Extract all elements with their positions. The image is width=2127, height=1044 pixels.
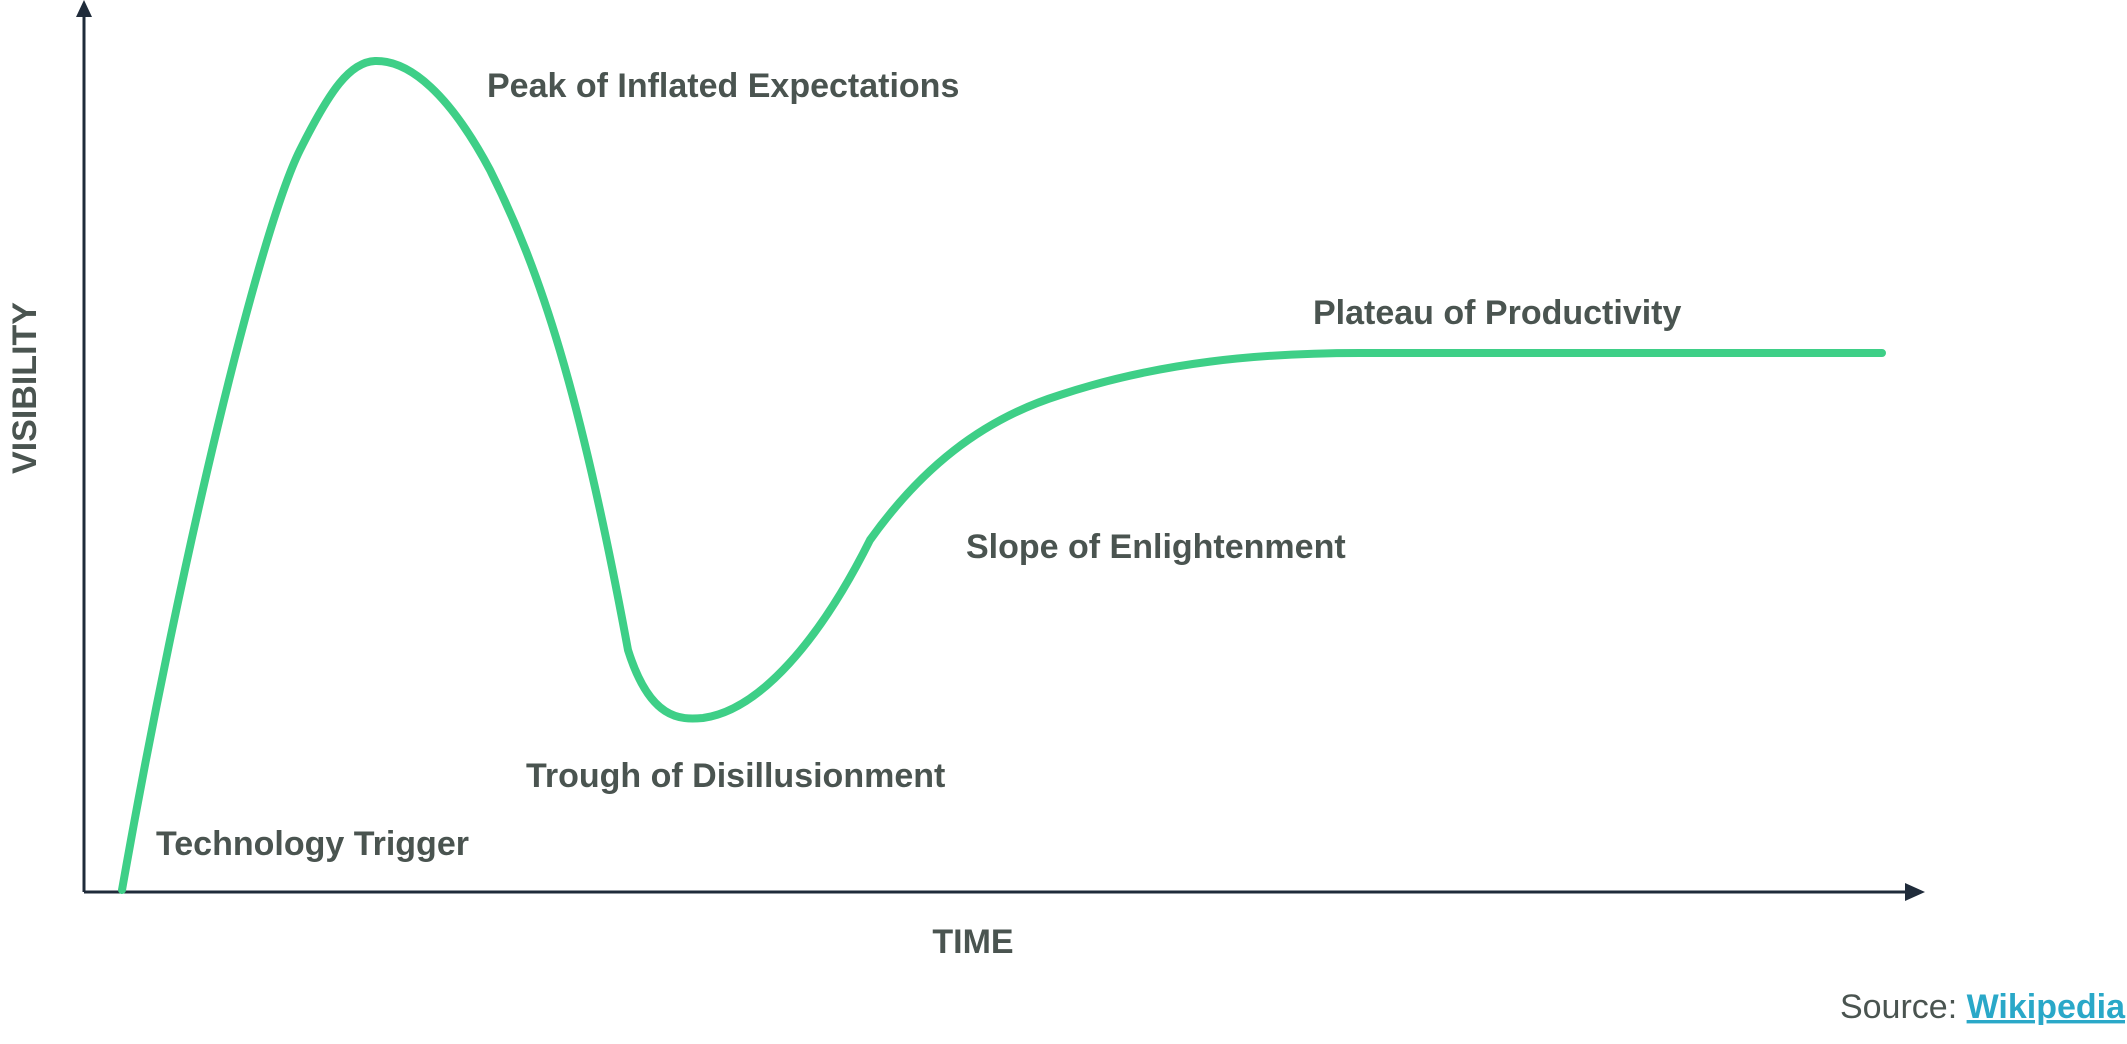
x-axis-arrow-icon <box>1905 883 1925 901</box>
label-technology-trigger: Technology Trigger <box>156 825 469 863</box>
label-peak-of-inflated-expectations: Peak of Inflated Expectations <box>487 67 959 105</box>
label-trough-of-disillusionment: Trough of Disillusionment <box>526 757 945 795</box>
label-slope-of-enlightenment: Slope of Enlightenment <box>966 528 1346 566</box>
y-axis-arrow-icon <box>76 0 92 17</box>
source-link-wikipedia[interactable]: Wikipedia <box>1967 988 2126 1026</box>
label-plateau-of-productivity: Plateau of Productivity <box>1313 294 1681 332</box>
y-axis-label: VISIBILITY <box>6 302 44 474</box>
source-attribution: Source: Wikipedia <box>1840 988 2126 1026</box>
x-axis-label: TIME <box>932 923 1013 961</box>
source-prefix: Source: <box>1840 988 1967 1026</box>
hype-curve <box>118 56 1886 894</box>
